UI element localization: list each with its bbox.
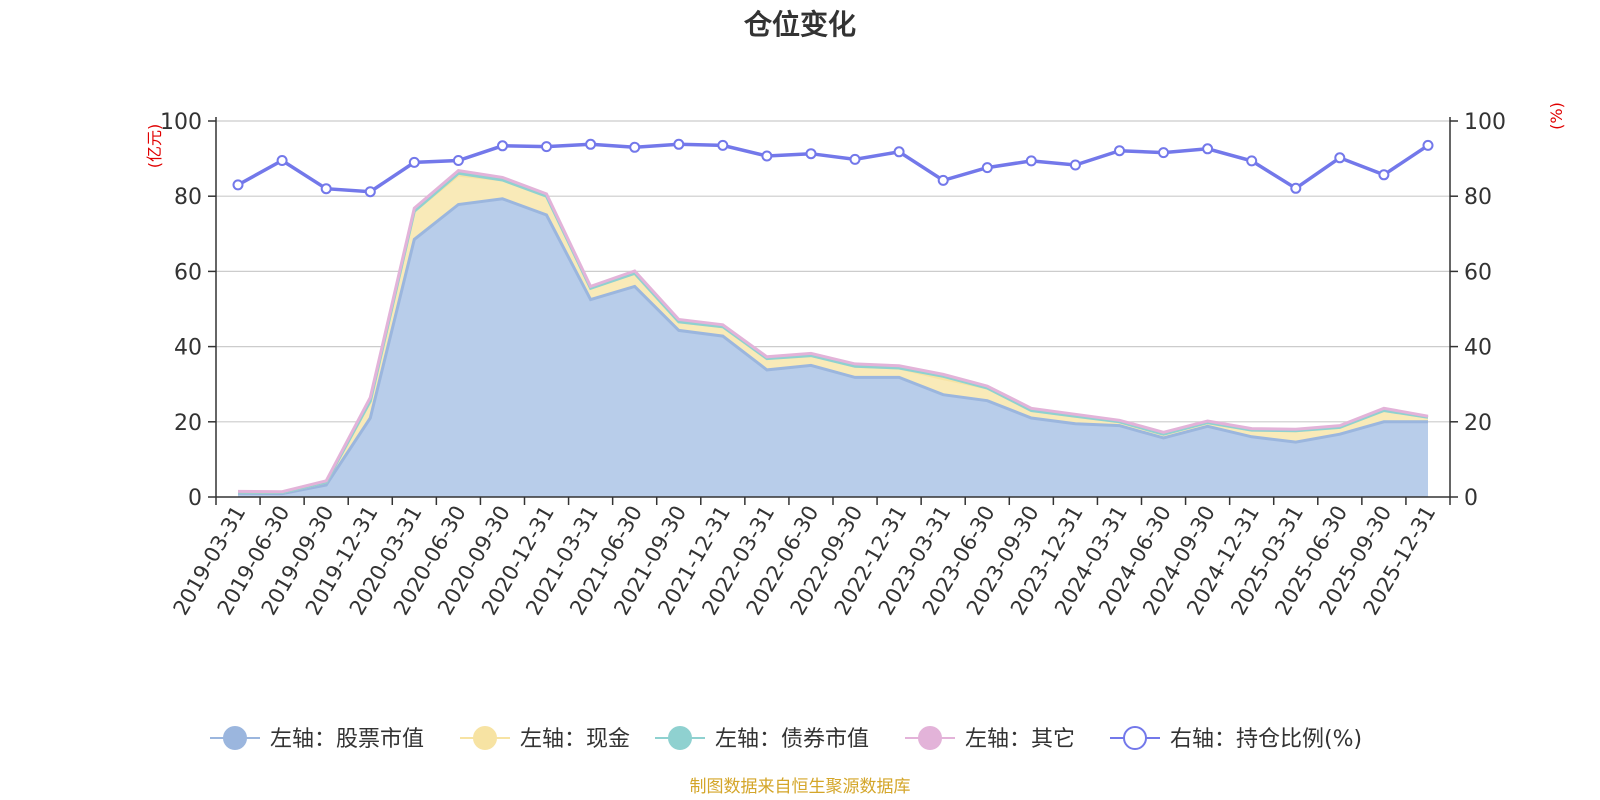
area-series [237, 169, 1429, 498]
right-tick-label: 20 [1464, 411, 1492, 436]
ratio-point[interactable] [629, 141, 641, 153]
ratio-point[interactable] [1246, 155, 1258, 167]
legend-marker [1123, 726, 1147, 750]
legend-marker [918, 726, 942, 750]
position-ratio-line [232, 138, 1434, 198]
right-tick-label: 0 [1464, 486, 1478, 511]
ratio-point[interactable] [1025, 155, 1037, 167]
ratio-point[interactable] [1114, 145, 1125, 157]
ratio-point[interactable] [1158, 147, 1169, 159]
left-tick-label: 0 [188, 486, 202, 511]
ratio-point[interactable] [849, 153, 861, 165]
legend-label[interactable]: 左轴：现金 [520, 727, 630, 752]
left-tick-label: 60 [174, 260, 202, 285]
right-tick-label: 40 [1464, 336, 1492, 361]
ratio-point[interactable] [717, 139, 729, 151]
area-stock [238, 198, 1428, 498]
right-axis-unit-label: (%) [1547, 102, 1566, 130]
legend-marker [473, 726, 497, 750]
ratio-point[interactable] [1422, 139, 1434, 151]
ratio-point[interactable] [364, 186, 376, 198]
area-edge-stock [237, 197, 1428, 496]
legend: 左轴：股票市值 左轴：现金 左轴：债券市值 左轴：其它 右轴：持仓比例(%) [210, 726, 1362, 752]
ratio-line-path [237, 142, 1429, 194]
ratio-point[interactable] [232, 179, 244, 191]
ratio-point[interactable] [1334, 152, 1346, 164]
legend-label[interactable]: 左轴：债券市值 [715, 727, 869, 752]
ratio-point[interactable] [452, 155, 464, 166]
ratio-point[interactable] [1378, 169, 1390, 181]
ratio-point[interactable] [893, 146, 905, 158]
ratio-point[interactable] [761, 150, 773, 162]
left-tick-label: 20 [174, 411, 202, 436]
area-edge-other [237, 169, 1429, 494]
ratio-point[interactable] [276, 155, 288, 166]
left-tick-label: 40 [174, 336, 202, 361]
legend-label[interactable]: 左轴：股票市值 [270, 727, 424, 752]
left-tick-label: 80 [174, 185, 202, 210]
legend-marker [668, 726, 692, 750]
chart-title: 仓位变化 [744, 8, 856, 41]
ratio-point[interactable] [937, 174, 949, 186]
right-tick-label: 60 [1464, 260, 1492, 285]
ratio-point[interactable] [320, 183, 332, 195]
right-tick-label: 100 [1464, 110, 1506, 135]
ratio-point[interactable] [541, 141, 552, 153]
ratio-point[interactable] [805, 148, 817, 160]
ratio-point[interactable] [981, 162, 993, 174]
area-edge-bond [237, 171, 1429, 495]
legend-marker [223, 726, 247, 750]
ratio-point[interactable] [408, 156, 420, 168]
legend-label[interactable]: 右轴：持仓比例(%) [1170, 727, 1362, 752]
ratio-point[interactable] [497, 140, 508, 152]
left-tick-label: 100 [160, 110, 202, 135]
ratio-point[interactable] [1069, 159, 1081, 171]
ratio-point[interactable] [1290, 182, 1302, 194]
left-axis-ticks: 0 20 40 60 80 100 [160, 110, 216, 511]
right-axis-ticks: 0 20 40 60 80 100 [1450, 110, 1506, 511]
right-tick-label: 80 [1464, 185, 1492, 210]
left-axis-unit-label: (亿元) [145, 124, 164, 169]
ratio-point[interactable] [1202, 143, 1214, 155]
ratio-point[interactable] [673, 138, 685, 150]
ratio-point[interactable] [585, 138, 597, 150]
legend-label[interactable]: 左轴：其它 [965, 727, 1075, 752]
x-axis-ticks: 2019-03-312019-06-302019-09-302019-12-31… [169, 497, 1451, 619]
data-source-note: 制图数据来自恒生聚源数据库 [690, 777, 911, 797]
